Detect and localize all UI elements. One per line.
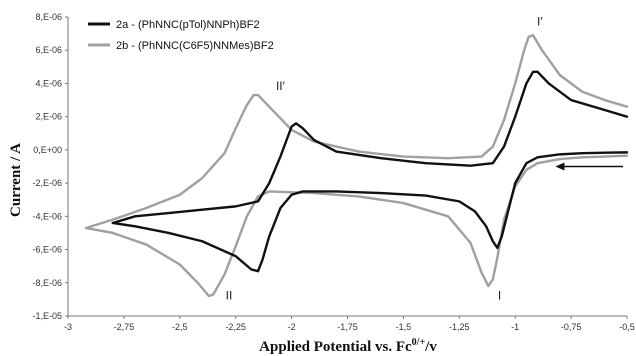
x-tick-label: -1: [511, 322, 519, 332]
x-tick-label: -0,5: [619, 322, 635, 332]
y-tick-label: 0,E+00: [33, 145, 62, 155]
y-tick-label: -6,E-06: [32, 245, 62, 255]
peak-label-I: I: [498, 288, 501, 302]
legend-label-2a: 2a - (PhNNC(pTol)NNPh)BF2: [116, 19, 260, 31]
x-ticks: -3 -2,75 -2,5 -2,25 -2 -1,75 -1,5 -1,25 -1 -0,75 -…: [64, 316, 635, 332]
x-axis-title-main: Applied Potential vs. Fc: [259, 339, 412, 355]
x-tick-label: -2: [288, 322, 296, 332]
x-tick-label: -1,5: [396, 322, 412, 332]
x-axis-title: Applied Potential vs. Fc0/+/v: [259, 337, 437, 355]
y-tick-label: 4,E-06: [35, 78, 62, 88]
series-layer: [84, 34, 629, 298]
y-tick-label: -4,E-06: [32, 211, 62, 221]
axes: [67, 17, 627, 317]
arrow-head: [555, 162, 565, 171]
y-tick-label: -2,E-06: [32, 178, 62, 188]
x-tick-label: -2,75: [114, 322, 135, 332]
legend: 2a - (PhNNC(pTol)NNPh)BF2 2b - (PhNNC(C6…: [88, 19, 274, 52]
legend-label-2b: 2b - (PhNNC(C6F5)NNMes)BF2: [116, 40, 274, 52]
y-axis-title: Current / A: [8, 143, 24, 217]
y-ticks: -1,E-05 -8,E-06 -6,E-06 -4,E-06 -2,E-06 0,E+0…: [32, 12, 68, 321]
x-axis-title-suffix: /v: [424, 339, 437, 355]
series-line-2a: [111, 70, 629, 273]
y-tick-label: -1,E-05: [32, 311, 62, 321]
x-tick-label: -0,75: [561, 322, 582, 332]
scan-direction-arrow: [555, 162, 623, 171]
peak-label-II-prime: II′: [276, 79, 286, 93]
peak-label-I-prime: I′: [537, 14, 543, 28]
x-tick-label: -3: [64, 322, 72, 332]
y-tick-label: 2,E-06: [35, 112, 62, 122]
x-axis-title-superscript: 0/+: [412, 337, 426, 348]
peak-label-II: II: [226, 288, 233, 302]
y-tick-label: 6,E-06: [35, 45, 62, 55]
x-tick-label: -2,5: [172, 322, 188, 332]
series-line-2b: [84, 34, 629, 298]
x-tick-label: -1,25: [449, 322, 470, 332]
y-tick-label: -8,E-06: [32, 278, 62, 288]
x-tick-label: -2,25: [225, 322, 246, 332]
x-tick-label: -1,75: [337, 322, 358, 332]
y-tick-label: 8,E-06: [35, 12, 62, 22]
